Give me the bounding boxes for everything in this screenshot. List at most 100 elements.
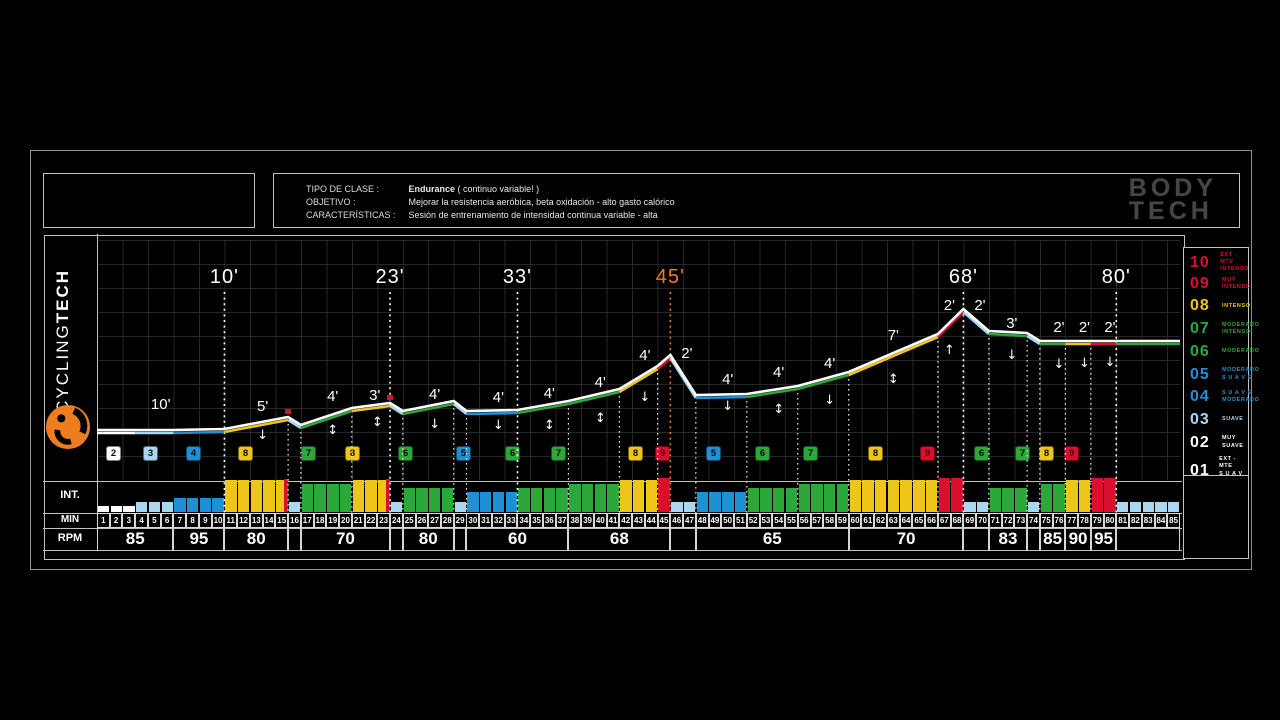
cadence-arrow-updown-icon: ↕ bbox=[371, 415, 383, 430]
minute-cell: 34 bbox=[517, 513, 531, 528]
rpm-cell bbox=[390, 528, 403, 550]
minute-cell: 14 bbox=[262, 513, 276, 528]
minute-cell: 55 bbox=[785, 513, 798, 528]
int-bar-minute-30 bbox=[467, 492, 479, 512]
intensity-badge: 6 bbox=[974, 446, 989, 461]
rpm-cell: 70 bbox=[300, 528, 391, 550]
rpm-cell: 85 bbox=[97, 528, 174, 550]
int-bar-minute-85 bbox=[1168, 502, 1180, 512]
duration-label: 2' bbox=[1053, 319, 1065, 336]
rpm-cell: 95 bbox=[173, 528, 225, 550]
int-bar-minute-44 bbox=[645, 480, 658, 512]
minute-cell: 70 bbox=[976, 513, 989, 528]
rpm-cell: 83 bbox=[988, 528, 1028, 550]
minute-cell: 71 bbox=[988, 513, 1002, 528]
intensity-badge: 9 bbox=[1064, 446, 1079, 461]
int-bar-minute-68 bbox=[951, 478, 963, 512]
time-marker-label: 45' bbox=[655, 266, 685, 288]
minute-cell: 66 bbox=[925, 513, 938, 528]
legend-item-03: 03 SUAVE bbox=[1190, 411, 1244, 429]
rpm-cell bbox=[1116, 528, 1180, 550]
intensity-badge: 5 bbox=[706, 446, 721, 461]
minute-cell: 52 bbox=[746, 513, 760, 528]
intensity-badge: 7 bbox=[551, 446, 566, 461]
intensity-badge: 9 bbox=[920, 446, 935, 461]
minute-cell: 20 bbox=[339, 513, 352, 528]
int-bar-minute-21 bbox=[352, 480, 364, 512]
int-bar-minute-59 bbox=[836, 484, 849, 512]
cadence-arrow-down-icon: ↓ bbox=[824, 393, 836, 408]
minute-cell: 17 bbox=[300, 513, 314, 528]
int-bar-minute-32 bbox=[492, 492, 505, 512]
cadence-arrow-updown-icon: ↕ bbox=[594, 411, 606, 426]
minute-cell: 24 bbox=[390, 513, 403, 528]
class-type-row: TIPO DE CLASE : Endurance ( continuo var… bbox=[306, 183, 539, 196]
minute-cell: 36 bbox=[542, 513, 556, 528]
cadence-arrow-up-icon: ↑ bbox=[943, 343, 955, 358]
intensity-badge: 8 bbox=[1039, 446, 1054, 461]
int-bar-minute-66 bbox=[925, 480, 938, 512]
int-bar-minute-19 bbox=[327, 484, 339, 512]
int-bar-minute-20 bbox=[339, 484, 352, 512]
rpm-cell bbox=[963, 528, 989, 550]
legend-label: MUY SUAVE bbox=[1222, 435, 1244, 449]
minute-cell: 58 bbox=[823, 513, 836, 528]
duration-label: 2' bbox=[943, 297, 955, 314]
minute-cell: 8 bbox=[186, 513, 199, 528]
int-bar-minute-38 bbox=[569, 484, 581, 512]
minute-cell: 32 bbox=[491, 513, 505, 528]
minute-cell: 50 bbox=[721, 513, 735, 528]
intensity-badge: 5 bbox=[456, 446, 471, 461]
legend-number: 04 bbox=[1190, 388, 1210, 406]
rpm-cell bbox=[670, 528, 696, 550]
int-bar-minute-55 bbox=[785, 488, 798, 512]
int-bar-minute-40 bbox=[594, 484, 607, 512]
int-bar-minute-22 bbox=[365, 480, 377, 512]
legend-label: INTENSO bbox=[1222, 302, 1251, 309]
rpm-cell: 65 bbox=[695, 528, 849, 550]
minute-cell: 80 bbox=[1103, 513, 1117, 528]
minute-cell: 9 bbox=[198, 513, 212, 528]
minute-cell: 15 bbox=[275, 513, 289, 528]
int-bar-minute-9 bbox=[199, 498, 212, 512]
int-bar-minute-35 bbox=[531, 488, 543, 512]
minute-cell: 35 bbox=[530, 513, 543, 528]
int-bar-minute-18 bbox=[314, 484, 326, 512]
legend-number: 07 bbox=[1190, 320, 1210, 338]
duration-label: 4' bbox=[722, 371, 734, 388]
time-marker-label: 80' bbox=[1101, 266, 1131, 288]
int-bar-minute-67 bbox=[938, 478, 951, 512]
bottom-right-empty-box bbox=[1183, 475, 1249, 559]
int-bar-minute-2 bbox=[110, 506, 122, 512]
legend-number: 06 bbox=[1190, 342, 1210, 360]
rpm-cell: 60 bbox=[466, 528, 569, 550]
time-marker-label: 68' bbox=[948, 266, 978, 288]
legend-number: 10 bbox=[1190, 253, 1210, 271]
minute-cell: 31 bbox=[479, 513, 492, 528]
rpm-cell bbox=[453, 528, 467, 550]
int-bar-minute-12 bbox=[237, 480, 250, 512]
int-bar-minute-15 bbox=[276, 480, 288, 512]
int-bar-minute-16 bbox=[288, 502, 301, 512]
intensity-badge: 8 bbox=[628, 446, 643, 461]
minute-cell: 37 bbox=[555, 513, 569, 528]
duration-label: 4' bbox=[824, 355, 836, 372]
minute-cell: 42 bbox=[619, 513, 633, 528]
time-marker-label: 33' bbox=[502, 266, 532, 288]
rpm-cell: 70 bbox=[848, 528, 964, 550]
int-bar-minute-43 bbox=[632, 480, 645, 512]
legend-item-09: 09 MUY INTENSO bbox=[1190, 275, 1251, 293]
int-bar-minute-41 bbox=[607, 484, 619, 512]
duration-label: 2' bbox=[1078, 319, 1091, 336]
minute-cell: 33 bbox=[504, 513, 518, 528]
int-bar-minute-4 bbox=[136, 502, 148, 512]
minute-cell: 56 bbox=[797, 513, 811, 528]
time-marker-label: 23' bbox=[375, 266, 405, 288]
objective-row: OBJETIVO : Mejorar la resistencia aeróbi… bbox=[306, 196, 675, 209]
int-bar-minute-39 bbox=[581, 484, 594, 512]
cyclingtech-brand-text: CYCLINGTECH bbox=[53, 269, 72, 413]
int-bar-minute-5 bbox=[148, 502, 161, 512]
int-bar-minute-8 bbox=[186, 498, 199, 512]
legend-label: S U A V E MODERADO bbox=[1222, 390, 1260, 404]
